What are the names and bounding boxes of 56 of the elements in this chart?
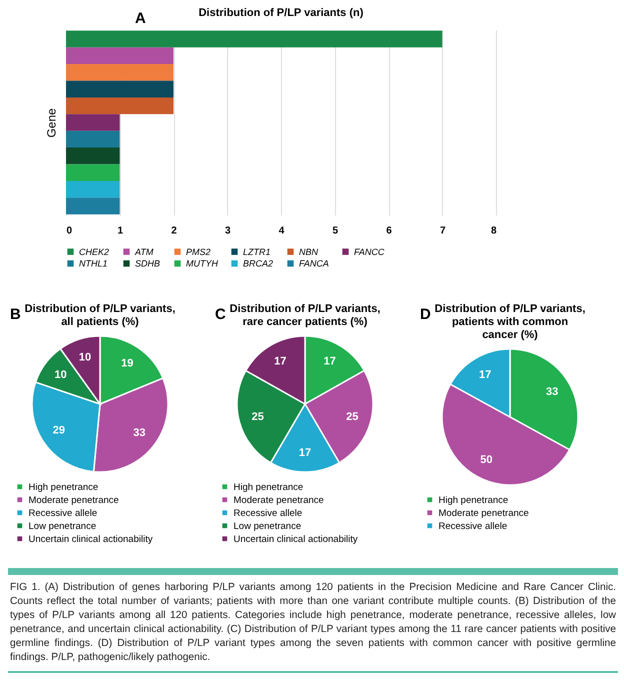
data-label: 10 bbox=[78, 351, 92, 364]
legend-label: PMS2 bbox=[186, 246, 211, 257]
chart-title: Distribution of P/LP variants, all patients (%) bbox=[24, 303, 176, 328]
legend-label: FANCA bbox=[299, 258, 329, 268]
x-tick-label: 8 bbox=[490, 226, 497, 236]
legend-label: MUTYH bbox=[186, 258, 218, 268]
data-label: 33 bbox=[133, 427, 146, 440]
chart-title: Distribution of P/LP variants, rare cancer patients (%) bbox=[230, 303, 380, 328]
legend-label: CHEK2 bbox=[79, 246, 110, 257]
legend-label: Uncertain clinical actionability bbox=[234, 534, 358, 545]
legend-label: Low penetrance bbox=[234, 520, 302, 532]
legend-label: LZTR1 bbox=[243, 246, 271, 257]
data-label: 25 bbox=[252, 410, 264, 423]
data-label: 33 bbox=[546, 386, 558, 398]
x-tick-label: 6 bbox=[386, 226, 392, 236]
legend-label: Recessive allele bbox=[28, 508, 98, 519]
legend-label: Recessive allele bbox=[438, 520, 508, 532]
legend-label: NBN bbox=[299, 246, 318, 257]
legend-label: ATM bbox=[134, 246, 154, 257]
x-tick-label: 4 bbox=[278, 226, 285, 236]
data-label: 50 bbox=[480, 454, 493, 466]
chart-title: Distribution of P/LP variants, patients with common cancer (%) bbox=[434, 303, 586, 341]
legend-label: SDHB bbox=[135, 258, 160, 268]
y-axis-title: Gene bbox=[44, 108, 58, 138]
legend-label: High penetrance bbox=[28, 482, 98, 493]
data-label: 19 bbox=[121, 357, 134, 370]
text: A bbox=[135, 10, 146, 27]
data-label: 10 bbox=[54, 368, 67, 381]
text: D bbox=[420, 306, 431, 323]
legend-label: Uncertain clinical actionability bbox=[28, 534, 153, 545]
x-tick-label: 1 bbox=[117, 226, 124, 236]
x-tick-label: 7 bbox=[440, 226, 446, 236]
legend-label: Recessive allele bbox=[234, 508, 302, 519]
data-label: 25 bbox=[346, 410, 358, 423]
legend-label: FANCC bbox=[354, 246, 385, 257]
data-label: 17 bbox=[478, 368, 492, 381]
data-label: 17 bbox=[324, 356, 336, 368]
legend-label: High penetrance bbox=[234, 482, 304, 493]
caption: FIG 1. (A) Distribution of genes harboring P/LP variants among 120 patients in the Precision Medicine and Rare Cancer Clinic. Counts reflect the total number of variants; patients with more than one variant contribute multiple counts. (B) Distribution of the types of P/LP variants among all 120 patients. Categories include high penetrance, moderate penetrance, recessive alleles, low penetrance, and uncertain clinical actionability. (C) Distribution of P/LP variant types among the 11 rare cancer patients with positive germline findings. (D) Distribution of P/LP variant types among the seven patients with common cancer with positive germline findings. P/LP, pathogenic/likely pathogenic. bbox=[8, 568, 618, 673]
legend-label: Moderate penetrance bbox=[438, 508, 529, 519]
text: B bbox=[10, 306, 21, 323]
data-label: 29 bbox=[52, 424, 66, 437]
data-label: 17 bbox=[274, 356, 286, 368]
legend-label: Low penetrance bbox=[28, 520, 96, 532]
legend-label: BRCA2 bbox=[243, 258, 274, 268]
data-label: 17 bbox=[298, 446, 312, 459]
legend-label: Moderate penetrance bbox=[28, 494, 119, 506]
chart-title: Distribution of P/LP variants (n) bbox=[198, 7, 364, 19]
x-tick-label: 3 bbox=[224, 226, 231, 236]
x-tick-label: 2 bbox=[171, 226, 178, 236]
text: C bbox=[215, 306, 226, 323]
legend-label: NTHL1 bbox=[79, 258, 108, 268]
legend-label: High penetrance bbox=[438, 494, 508, 506]
legend-label: Moderate penetrance bbox=[234, 494, 324, 506]
x-tick-label: 0 bbox=[66, 226, 72, 236]
x-tick-label: 5 bbox=[332, 226, 338, 236]
